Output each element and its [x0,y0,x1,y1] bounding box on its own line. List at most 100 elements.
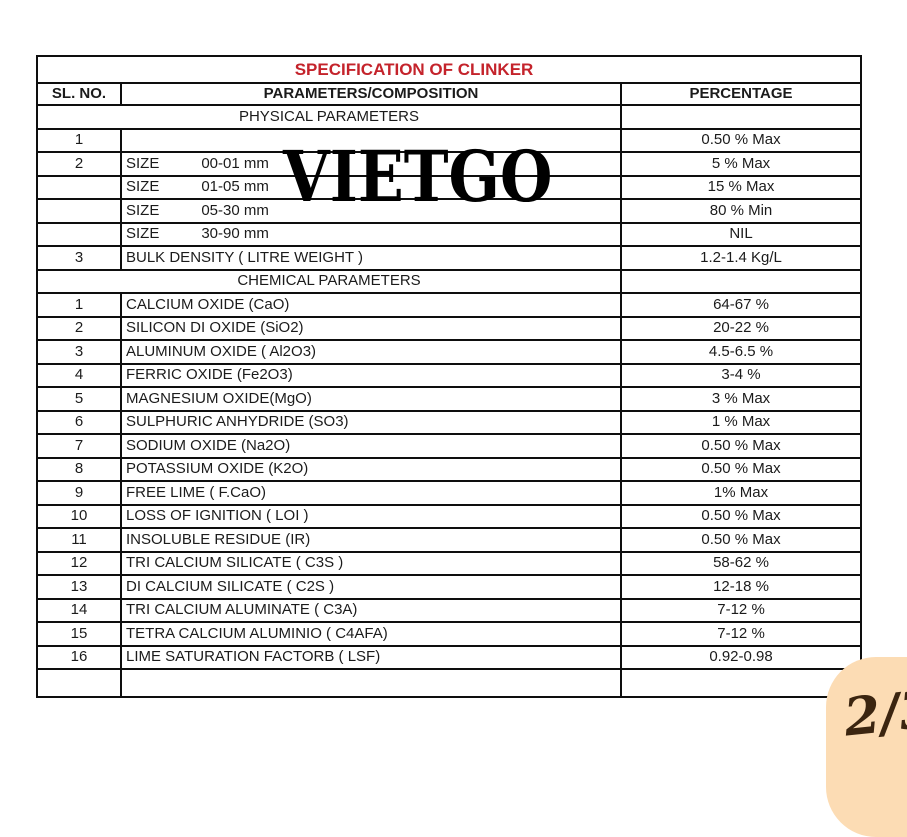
param-text: SIZE [126,225,160,243]
value-cell: 1.2-1.4 Kg/L [619,245,863,271]
sl-cell: 5 [36,386,122,412]
value-cell: 0.50 % Max [619,456,863,482]
param-text: SIZE [126,178,160,196]
section-physical-parameters: PHYSICAL PARAMETERS [36,104,863,130]
sl-cell: 11 [36,527,122,553]
value-cell: 0.50 % Max [619,433,863,459]
clinker-spec-table: SPECIFICATION OF CLINKER SL. NO. PARAMET… [35,55,863,698]
param-cell: SIZE 05-30 mm [120,198,622,224]
param-cell: TRI CALCIUM ALUMINATE ( C3A) [120,597,622,623]
table-row: SIZE 01-05 mm 15 % Max [36,174,863,200]
param-text: TRI CALCIUM ALUMINATE ( C3A) [126,601,358,619]
param-text: TRI CALCIUM SILICATE ( C3S ) [126,554,344,572]
sl-cell: 2 [36,151,122,177]
param-cell: MAGNESIUM OXIDE(MgO) [120,386,622,412]
table-row: 5 MAGNESIUM OXIDE(MgO) 3 % Max [36,386,863,412]
table-row: 4 FERRIC OXIDE (Fe2O3) 3-4 % [36,362,863,388]
param-cell [120,668,622,698]
param-cell: TETRA CALCIUM ALUMINIO ( C4AFA) [120,621,622,647]
sl-cell [36,221,122,247]
param-cell: TRI CALCIUM SILICATE ( C3S ) [120,550,622,576]
table-row: 6 SULPHURIC ANHYDRIDE (SO3) 1 % Max [36,409,863,435]
param-text: SILICON DI OXIDE (SiO2) [126,319,304,337]
value-cell: 12-18 % [619,574,863,600]
table-row: 13 DI CALCIUM SILICATE ( C2S ) 12-18 % [36,574,863,600]
sl-cell: 3 [36,245,122,271]
sl-cell: 8 [36,456,122,482]
param-text: LIME SATURATION FACTORB ( LSF) [126,648,381,666]
table-row: 8 POTASSIUM OXIDE (K2O) 0.50 % Max [36,456,863,482]
value-cell: 0.50 % Max [619,127,863,153]
value-cell: 64-67 % [619,292,863,318]
table-row: SIZE 05-30 mm 80 % Min [36,198,863,224]
param-detail: 30-90 mm [201,225,269,243]
param-cell: LIME SATURATION FACTORB ( LSF) [120,644,622,670]
param-cell: INSOLUBLE RESIDUE (IR) [120,527,622,553]
param-text: TETRA CALCIUM ALUMINIO ( C4AFA) [126,624,388,642]
header-percentage: PERCENTAGE [619,82,863,106]
page-indicator-badge[interactable]: 2/3 [826,657,907,837]
param-text: BULK DENSITY ( LITRE WEIGHT ) [126,248,363,266]
param-detail: 01-05 mm [201,178,269,196]
param-cell: SODIUM OXIDE (Na2O) [120,433,622,459]
sl-cell: 15 [36,621,122,647]
table-row: SIZE 30-90 mm NIL [36,221,863,247]
value-cell: 5 % Max [619,151,863,177]
param-cell: ALUMINUM OXIDE ( Al2O3) [120,339,622,365]
param-cell: SIZE 00-01 mm [120,151,622,177]
param-cell [120,127,622,153]
value-cell: 58-62 % [619,550,863,576]
section-label: CHEMICAL PARAMETERS [36,268,622,294]
sl-cell: 12 [36,550,122,576]
sl-cell: 10 [36,503,122,529]
param-text: LOSS OF IGNITION ( LOI ) [126,507,309,525]
table-header-row: SL. NO. PARAMETERS/COMPOSITION PERCENTAG… [36,82,863,106]
param-cell: SILICON DI OXIDE (SiO2) [120,315,622,341]
sl-cell [36,174,122,200]
section-empty-cell [619,104,863,130]
value-cell [619,668,863,698]
page-title: SPECIFICATION OF CLINKER [35,55,863,84]
sl-cell: 6 [36,409,122,435]
value-cell: 15 % Max [619,174,863,200]
sl-cell: 7 [36,433,122,459]
sl-cell: 2 [36,315,122,341]
sl-cell: 4 [36,362,122,388]
param-text: SIZE [126,154,160,172]
sl-cell: 1 [36,127,122,153]
value-cell: 7-12 % [619,597,863,623]
table-row: 3 ALUMINUM OXIDE ( Al2O3) 4.5-6.5 % [36,339,863,365]
page-indicator-label: 2/3 [841,678,907,749]
param-cell: FREE LIME ( F.CaO) [120,480,622,506]
value-cell: 1 % Max [619,409,863,435]
param-text: POTASSIUM OXIDE (K2O) [126,460,309,478]
value-cell: 7-12 % [619,621,863,647]
param-cell: SIZE 01-05 mm [120,174,622,200]
param-text: FREE LIME ( F.CaO) [126,483,267,501]
param-text: SULPHURIC ANHYDRIDE (SO3) [126,413,349,431]
param-text: INSOLUBLE RESIDUE (IR) [126,530,311,548]
param-text: SIZE [126,201,160,219]
section-empty-cell [619,268,863,294]
value-cell: 0.50 % Max [619,527,863,553]
param-detail: 00-01 mm [201,154,269,172]
sl-cell [36,198,122,224]
value-cell: 20-22 % [619,315,863,341]
param-text: MAGNESIUM OXIDE(MgO) [126,389,312,407]
header-parameters: PARAMETERS/COMPOSITION [120,82,622,106]
param-cell: DI CALCIUM SILICATE ( C2S ) [120,574,622,600]
table-row: 2 SILICON DI OXIDE (SiO2) 20-22 % [36,315,863,341]
value-cell: 0.50 % Max [619,503,863,529]
sl-cell: 16 [36,644,122,670]
param-text: ALUMINUM OXIDE ( Al2O3) [126,342,317,360]
param-cell: SIZE 30-90 mm [120,221,622,247]
sl-cell: 1 [36,292,122,318]
value-cell: 3 % Max [619,386,863,412]
table-row: 1 0.50 % Max [36,127,863,153]
param-text: FERRIC OXIDE (Fe2O3) [126,366,293,384]
sl-cell: 9 [36,480,122,506]
table-row: 1 CALCIUM OXIDE (CaO) 64-67 % [36,292,863,318]
table-row: 16 LIME SATURATION FACTORB ( LSF) 0.92-0… [36,644,863,670]
sl-cell [36,668,122,698]
sl-cell: 3 [36,339,122,365]
